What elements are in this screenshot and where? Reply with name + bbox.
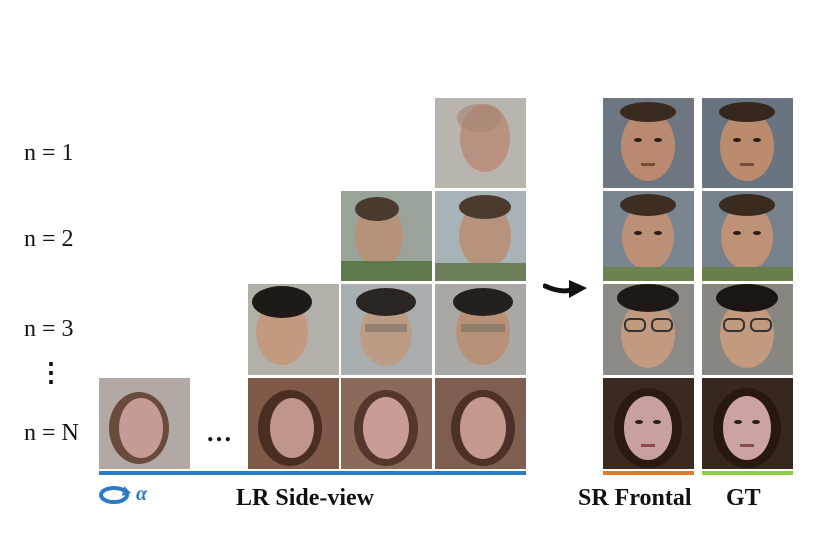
lr-face-tile bbox=[341, 284, 432, 375]
gt-caption: GT bbox=[726, 485, 761, 511]
gt-face-tile bbox=[702, 98, 793, 188]
row-label-n2: n = 2 bbox=[24, 226, 74, 252]
lr-face-tile bbox=[99, 378, 190, 469]
sr-face-tile bbox=[603, 98, 694, 188]
row-label-n1: n = 1 bbox=[24, 140, 74, 166]
sr-face-tile bbox=[603, 378, 694, 469]
lr-face-tile bbox=[248, 284, 339, 375]
sr-face-tile bbox=[603, 284, 694, 375]
sr-underline-bar bbox=[603, 471, 694, 475]
gt-underline-bar bbox=[702, 471, 793, 475]
lr-side-view-caption: LR Side-view bbox=[236, 485, 374, 511]
row-label-n3: n = 3 bbox=[24, 316, 74, 342]
sr-frontal-caption: SR Frontal bbox=[578, 485, 692, 511]
lr-face-tile bbox=[341, 378, 432, 469]
lr-face-tile bbox=[435, 191, 526, 281]
row-label-nN: n = N bbox=[24, 420, 79, 446]
right-arrow-icon bbox=[542, 278, 589, 300]
gt-face-tile bbox=[702, 191, 793, 281]
lr-face-tile bbox=[435, 378, 526, 469]
lr-face-tile bbox=[435, 98, 526, 188]
lr-face-tile bbox=[435, 284, 526, 375]
rotation-arrow-icon bbox=[98, 484, 132, 506]
lr-face-tile bbox=[248, 378, 339, 469]
gt-face-tile bbox=[702, 284, 793, 375]
lr-face-tile bbox=[341, 191, 432, 281]
vertical-ellipsis: ⋮ bbox=[38, 358, 64, 387]
lr-underline-bar bbox=[99, 471, 526, 475]
sr-face-tile bbox=[603, 191, 694, 281]
horizontal-ellipsis: … bbox=[206, 418, 233, 447]
rotation-angle-symbol: α bbox=[136, 483, 148, 505]
gt-face-tile bbox=[702, 378, 793, 469]
